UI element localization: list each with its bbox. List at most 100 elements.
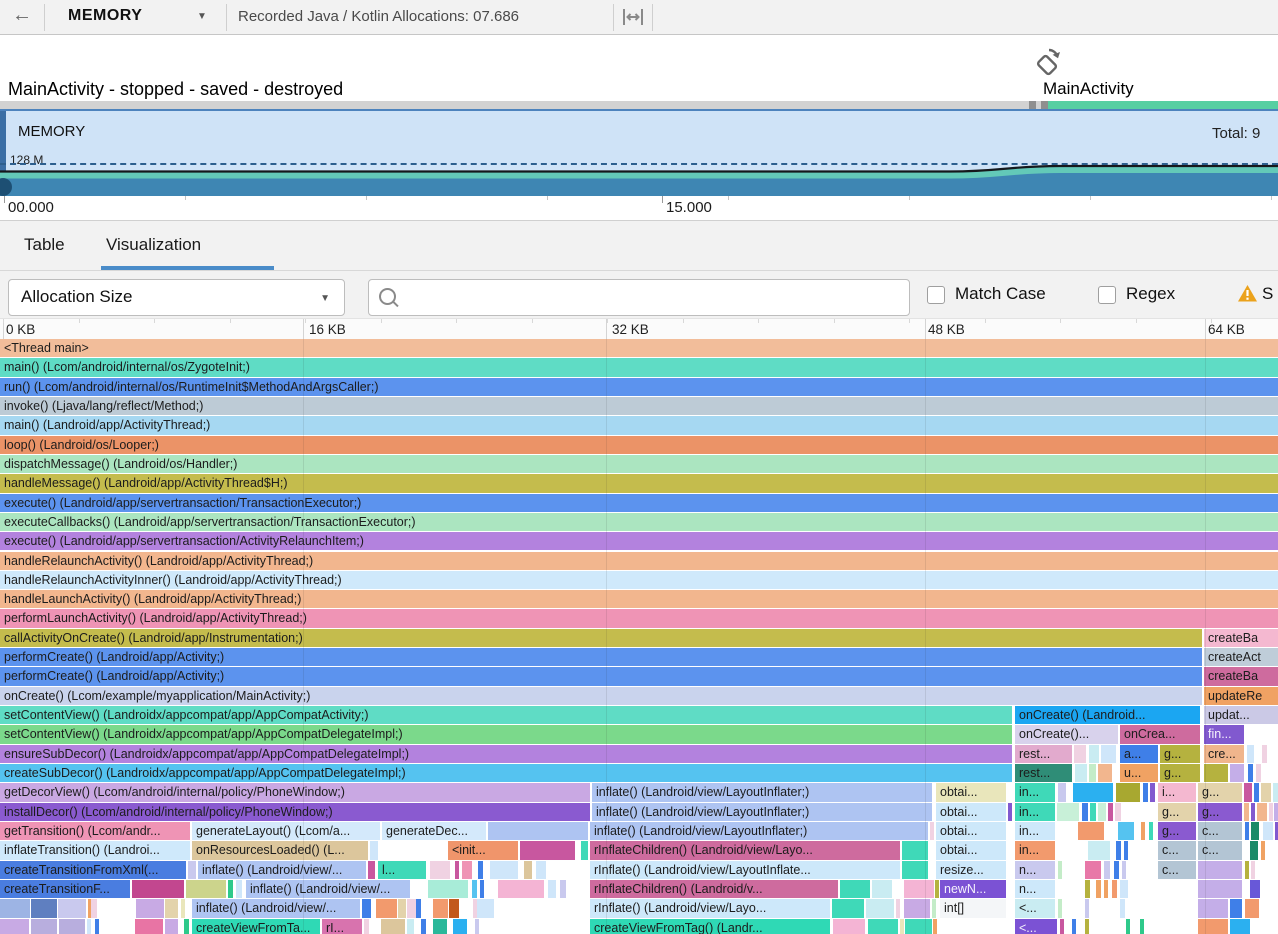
flame-segment[interactable]: handleLaunchActivity() (Landroid/app/Act… bbox=[0, 590, 1278, 609]
flame-segment[interactable] bbox=[188, 860, 196, 879]
flame-segment[interactable] bbox=[1088, 841, 1110, 860]
flame-segment[interactable]: setContentView() (Landroidx/appcompat/ap… bbox=[0, 706, 1012, 725]
flame-segment[interactable] bbox=[430, 860, 450, 879]
flame-segment[interactable] bbox=[1198, 918, 1228, 934]
flame-segment[interactable] bbox=[1120, 899, 1125, 918]
flame-segment[interactable] bbox=[1251, 822, 1259, 841]
flame-segment[interactable] bbox=[407, 899, 416, 918]
flame-segment[interactable] bbox=[1058, 860, 1062, 879]
flame-segment[interactable] bbox=[428, 879, 468, 899]
flame-segment[interactable]: c... bbox=[1158, 841, 1196, 860]
flame-segment[interactable] bbox=[1141, 822, 1145, 841]
flame-chart[interactable]: <Thread main> main() (Lcom/android/intern… bbox=[0, 339, 1278, 934]
flame-segment[interactable]: execute() (Landroid/app/servertransactio… bbox=[0, 493, 1278, 512]
tab-table[interactable]: Table bbox=[24, 235, 65, 254]
flame-segment[interactable] bbox=[904, 899, 930, 918]
flame-segment[interactable]: obtai... bbox=[936, 841, 1006, 860]
flame-segment[interactable] bbox=[1254, 783, 1259, 802]
flame-segment[interactable] bbox=[1251, 802, 1255, 821]
flame-segment[interactable]: obtai... bbox=[936, 802, 1006, 821]
flame-segment[interactable]: inflate() (Landroid/view/LayoutInflater;… bbox=[592, 802, 932, 821]
flame-segment[interactable]: in... bbox=[1015, 783, 1055, 802]
flame-segment[interactable] bbox=[1230, 899, 1242, 918]
flame-segment[interactable] bbox=[930, 822, 934, 841]
flame-segment[interactable] bbox=[31, 918, 57, 934]
flame-segment[interactable]: c... bbox=[1158, 860, 1196, 879]
flame-segment[interactable] bbox=[1230, 764, 1244, 783]
flame-segment[interactable]: rInflate() (Landroid/view/LayoutInflate.… bbox=[590, 860, 900, 879]
flame-segment[interactable] bbox=[1250, 879, 1260, 899]
flame-segment[interactable] bbox=[1198, 860, 1242, 879]
flame-segment[interactable] bbox=[398, 899, 406, 918]
flame-segment[interactable] bbox=[1072, 918, 1076, 934]
flame-segment[interactable] bbox=[1116, 841, 1121, 860]
flame-segment[interactable] bbox=[1096, 879, 1101, 899]
flame-segment[interactable]: onCreate() (Landroid... bbox=[1015, 706, 1200, 725]
flame-segment[interactable] bbox=[473, 899, 477, 918]
flame-segment[interactable] bbox=[1058, 899, 1062, 918]
flame-segment[interactable]: onResourcesLoaded() (L... bbox=[192, 841, 368, 860]
flame-segment[interactable]: <... bbox=[1015, 899, 1055, 918]
flame-segment[interactable] bbox=[1104, 860, 1110, 879]
flame-segment[interactable]: getDecorView() (Lcom/android/internal/po… bbox=[0, 783, 590, 802]
flame-segment[interactable] bbox=[1074, 744, 1086, 764]
flame-segment[interactable] bbox=[902, 841, 928, 860]
flame-segment[interactable]: c... bbox=[1198, 822, 1242, 841]
flame-segment[interactable] bbox=[478, 860, 483, 879]
flame-segment[interactable] bbox=[1075, 764, 1087, 783]
flame-segment[interactable] bbox=[490, 860, 518, 879]
flame-segment[interactable] bbox=[833, 918, 865, 934]
flame-segment[interactable] bbox=[1248, 764, 1253, 783]
flame-segment[interactable]: dispatchMessage() (Landroid/os/Handler;) bbox=[0, 454, 1278, 474]
flame-segment[interactable] bbox=[1090, 802, 1096, 821]
flame-segment[interactable] bbox=[416, 899, 421, 918]
flame-segment[interactable] bbox=[1261, 841, 1265, 860]
flame-segment[interactable] bbox=[135, 918, 163, 934]
flame-segment[interactable]: updat... bbox=[1204, 706, 1278, 725]
flame-segment[interactable] bbox=[1269, 802, 1273, 821]
flame-segment[interactable]: handleRelaunchActivityInner() (Landroid/… bbox=[0, 570, 1278, 590]
flame-segment[interactable] bbox=[1263, 822, 1273, 841]
flame-segment[interactable]: inflate() (Landroid/view/... bbox=[198, 860, 366, 879]
flame-segment[interactable] bbox=[1261, 783, 1271, 802]
flame-segment[interactable]: createViewFromTag() (Landr... bbox=[590, 918, 830, 934]
flame-segment[interactable] bbox=[1118, 822, 1134, 841]
flame-segment[interactable]: rest... bbox=[1015, 744, 1072, 764]
flame-segment[interactable] bbox=[1120, 879, 1128, 899]
flame-segment[interactable] bbox=[1122, 860, 1126, 879]
flame-segment[interactable] bbox=[1112, 879, 1117, 899]
flame-segment[interactable]: obtai... bbox=[936, 822, 1006, 841]
flame-segment[interactable] bbox=[1143, 783, 1148, 802]
flame-segment[interactable] bbox=[866, 899, 894, 918]
flame-segment[interactable] bbox=[362, 899, 371, 918]
flame-segment[interactable] bbox=[480, 879, 484, 899]
flame-segment[interactable] bbox=[1198, 899, 1228, 918]
flame-segment[interactable]: resize... bbox=[936, 860, 1006, 879]
flame-segment[interactable]: rInflateChildren() (Landroid/view/Layo..… bbox=[590, 841, 900, 860]
flame-segment[interactable]: in... bbox=[1015, 841, 1055, 860]
match-case-checkbox[interactable] bbox=[927, 286, 945, 304]
flame-segment[interactable] bbox=[376, 899, 397, 918]
flame-segment[interactable] bbox=[935, 879, 939, 899]
flame-segment[interactable] bbox=[136, 899, 164, 918]
flame-segment[interactable]: cre... bbox=[1204, 744, 1244, 764]
flame-segment[interactable]: n... bbox=[1015, 879, 1055, 899]
flame-segment[interactable] bbox=[228, 879, 233, 899]
regex-checkbox[interactable] bbox=[1098, 286, 1116, 304]
flame-segment[interactable] bbox=[1140, 918, 1144, 934]
flame-segment[interactable] bbox=[1089, 764, 1096, 783]
flame-segment[interactable] bbox=[560, 879, 566, 899]
flame-segment[interactable] bbox=[364, 918, 369, 934]
flame-segment[interactable] bbox=[1057, 802, 1079, 821]
flame-segment[interactable] bbox=[1116, 783, 1140, 802]
flame-segment[interactable]: a... bbox=[1120, 744, 1158, 764]
flame-segment[interactable]: inflate() (Landroid/view/... bbox=[192, 899, 360, 918]
flame-segment[interactable] bbox=[896, 899, 900, 918]
flame-segment[interactable]: executeCallbacks() (Landroid/app/servert… bbox=[0, 512, 1278, 532]
flame-segment[interactable] bbox=[368, 860, 375, 879]
flame-segment[interactable]: performCreate() (Landroid/app/Activity;) bbox=[0, 648, 1202, 667]
flame-segment[interactable]: createTransitionFromXml(... bbox=[0, 860, 186, 879]
flame-segment[interactable] bbox=[902, 860, 928, 879]
flame-segment[interactable]: performLaunchActivity() (Landroid/app/Ac… bbox=[0, 609, 1278, 628]
flame-segment[interactable] bbox=[1108, 802, 1113, 821]
